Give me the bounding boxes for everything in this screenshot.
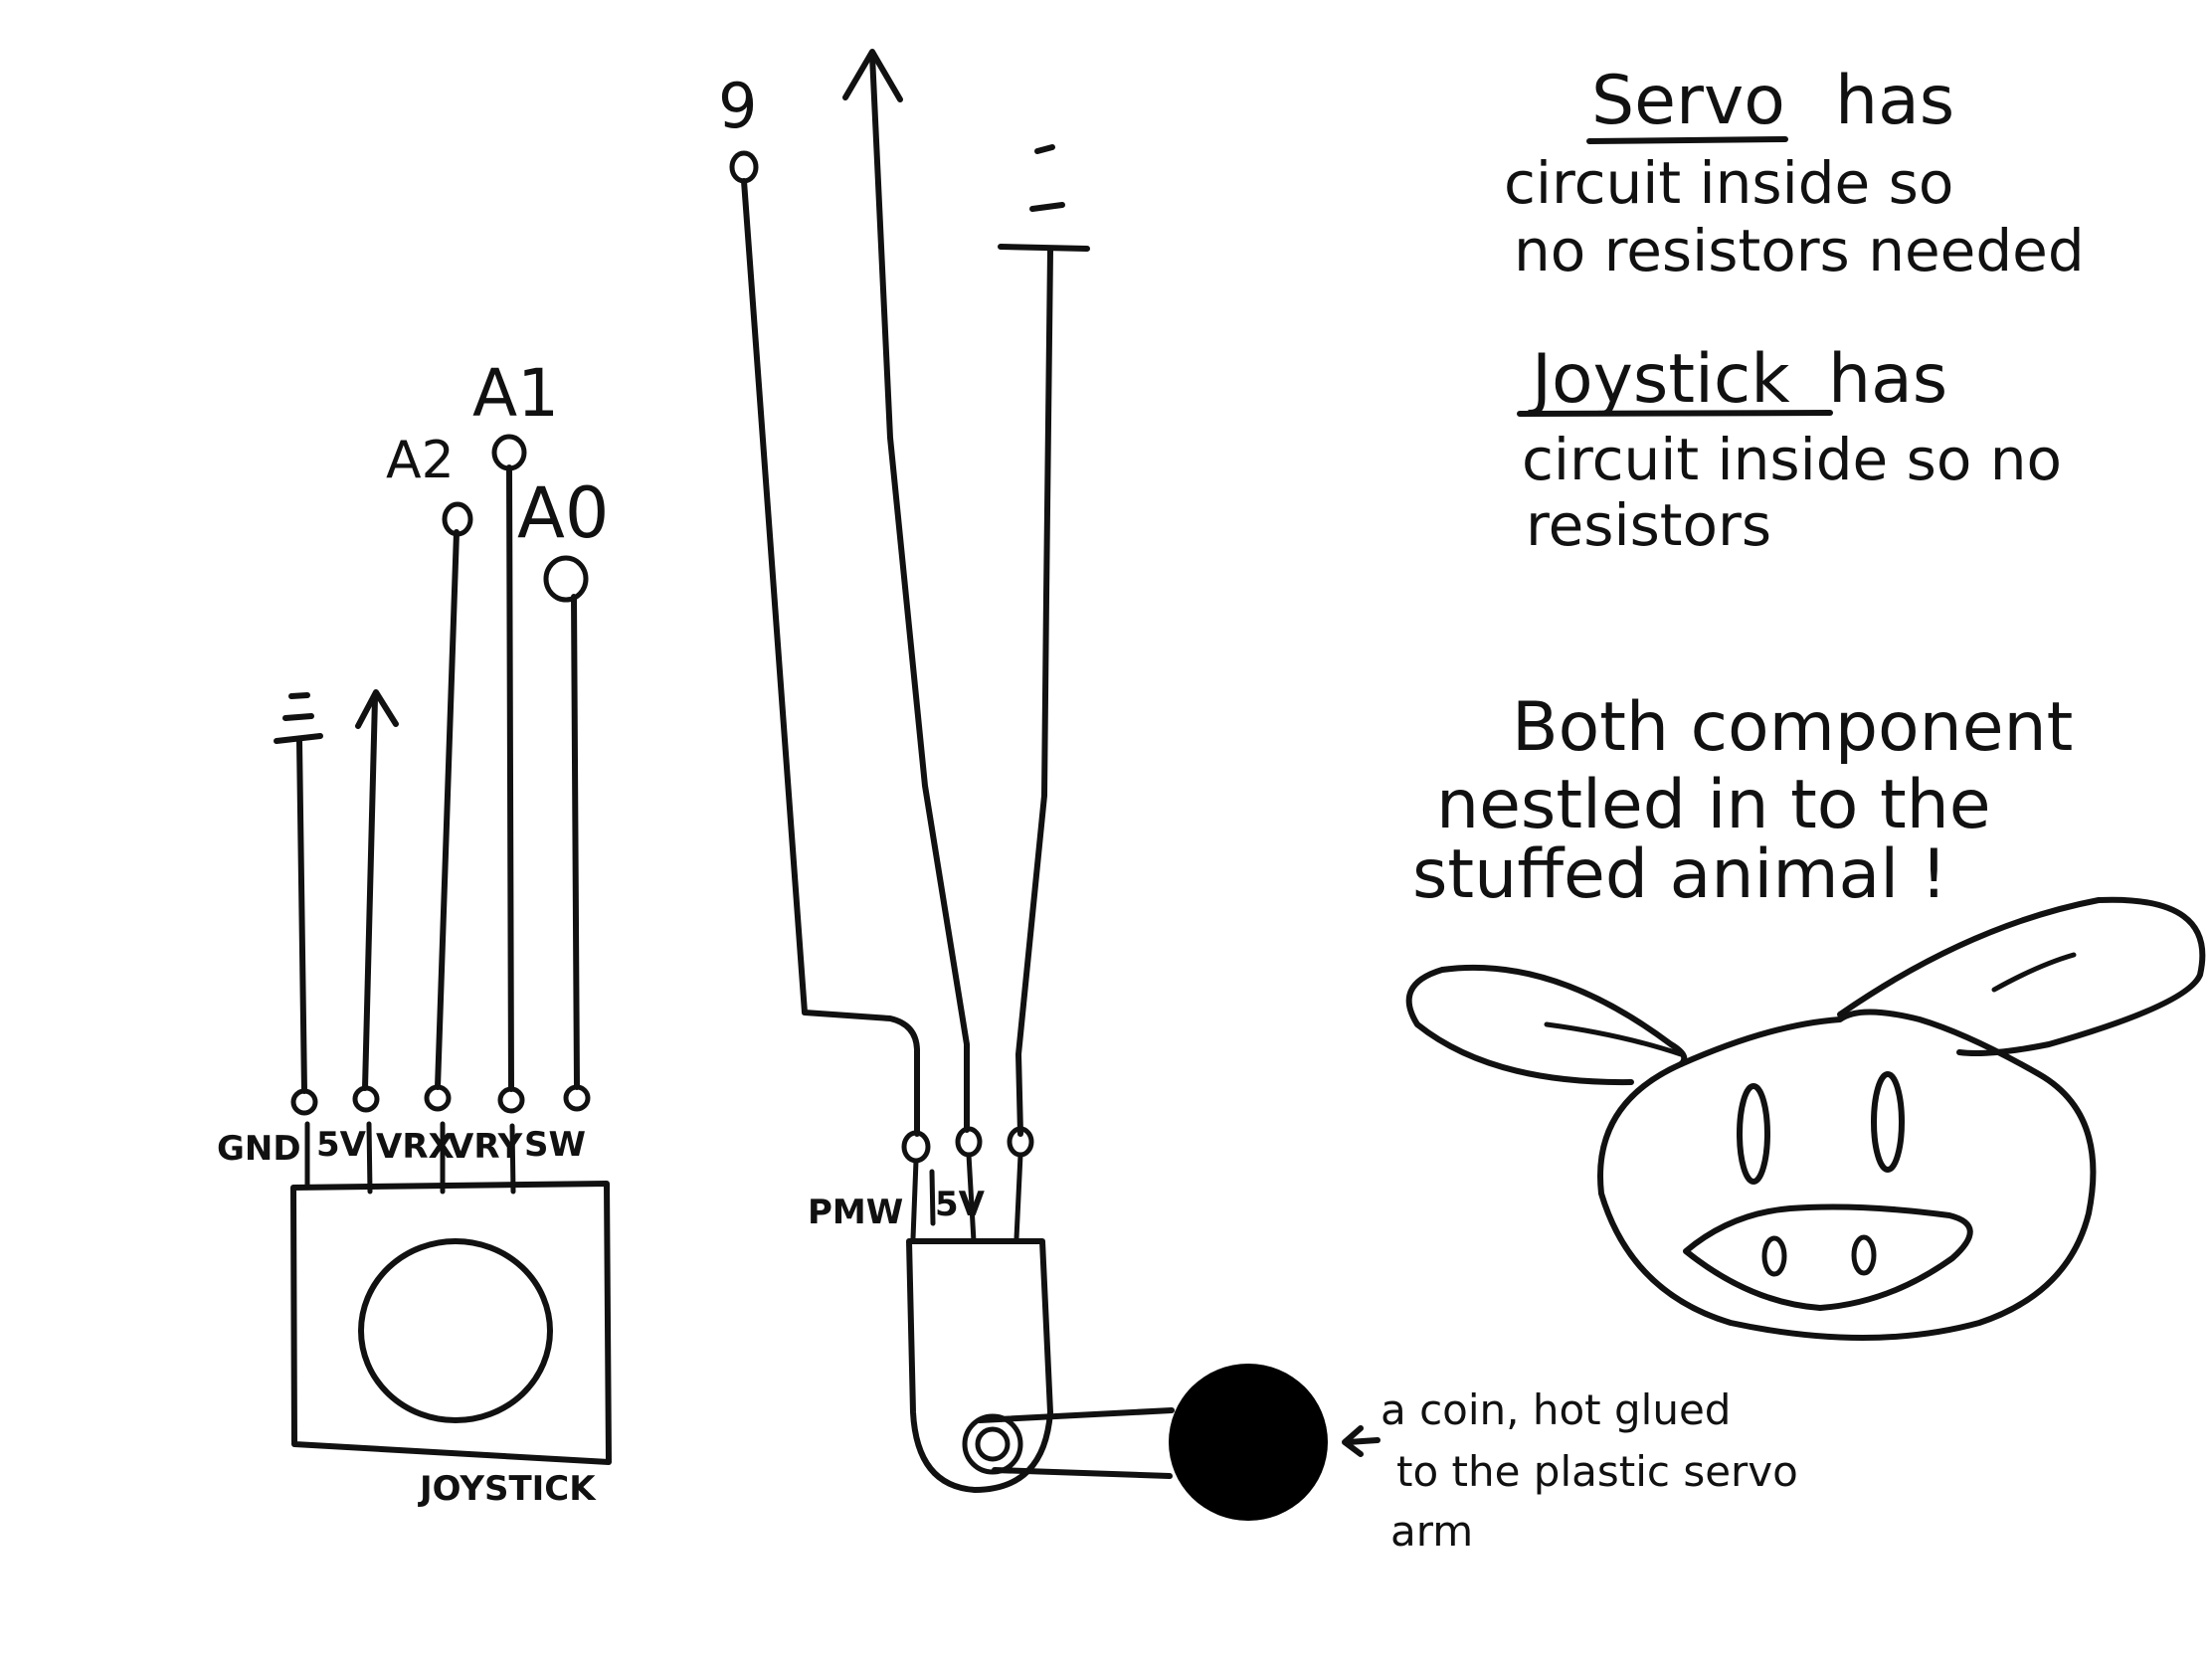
- servo-horn-hub-inner: [975, 1426, 1011, 1462]
- note-joystick-underline: [1517, 410, 1833, 417]
- note-servo-line3: no resistors needed: [1514, 217, 2085, 284]
- servo-signal-terminal: [901, 1130, 931, 1164]
- servo-label-pmw: PMW: [808, 1193, 903, 1232]
- signal-wire: [741, 178, 920, 1137]
- vry-pin-terminal: [497, 1086, 525, 1114]
- coin-pointer-line: [1345, 1437, 1381, 1445]
- joystick-section: GND 5V VRX VRY SW A2 A1 A0 JOYSTICK: [217, 355, 612, 1509]
- a2-terminal: [442, 501, 473, 537]
- pin-separator: [929, 1169, 936, 1226]
- 5v-wire: [362, 695, 378, 1091]
- servo-horn-hub: [962, 1413, 1023, 1475]
- stuffed-animal-drawing: [1405, 896, 2206, 1341]
- servo-lead: [910, 1158, 919, 1241]
- note-servo-line2: circuit inside so: [1504, 149, 1953, 217]
- note-joystick-line2: circuit inside so no: [1522, 426, 2062, 493]
- label-pin-9: 9: [718, 70, 757, 142]
- snout: [1683, 1203, 1973, 1311]
- right-nostril: [1851, 1234, 1877, 1276]
- note-both-line3: stuffed animal !: [1412, 835, 1947, 914]
- a1-terminal: [491, 434, 527, 471]
- servo-label-5v: 5V: [935, 1185, 986, 1224]
- right-ear: [1837, 896, 2206, 1056]
- vrx-pin-terminal: [424, 1084, 452, 1112]
- coin-note-line1: a coin, hot glued: [1381, 1385, 1731, 1434]
- note-servo-underline: [1586, 136, 1788, 144]
- label-a0: A0: [517, 472, 609, 554]
- note-both-line2: nestled in to the: [1436, 766, 1991, 844]
- coin: [1169, 1364, 1328, 1521]
- a0-terminal: [543, 555, 589, 603]
- head: [1597, 1009, 2097, 1341]
- 5v-pin-terminal: [352, 1085, 380, 1113]
- right-eye: [1871, 1071, 1905, 1173]
- joystick-body: [290, 1181, 612, 1465]
- servo-lead: [966, 1152, 977, 1244]
- power-arrow: [842, 49, 903, 102]
- pin-label-vrx: VRX: [376, 1127, 455, 1167]
- ground-symbol: [288, 692, 310, 699]
- right-ear-inner: [1991, 952, 2077, 993]
- joystick-title: JOYSTICK: [418, 1469, 597, 1509]
- pin-separator: [366, 1121, 373, 1195]
- ground-symbol: [1029, 202, 1065, 212]
- ground-symbol: [998, 244, 1090, 252]
- pin-separator: [509, 1123, 516, 1195]
- vrx-wire: [435, 529, 460, 1090]
- servo-section: 9 PMW 5V a c: [718, 49, 1798, 1556]
- coin-note-line3: arm: [1390, 1507, 1473, 1556]
- note-servo-word: Servo: [1591, 62, 1785, 140]
- coin-note-line2: to the plastic servo: [1396, 1447, 1798, 1496]
- left-eye: [1737, 1083, 1770, 1185]
- pin-label-vry: VRY: [448, 1127, 523, 1167]
- 5v-arrow: [355, 689, 399, 729]
- note-joystick-word: Joystick: [1528, 340, 1790, 419]
- servo-lead: [1014, 1152, 1023, 1241]
- sw-wire: [571, 594, 580, 1090]
- servo-arm-bottom: [992, 1467, 1173, 1479]
- notes-section: Servo has circuit inside so no resistors…: [1412, 62, 2085, 914]
- vry-wire: [506, 464, 514, 1092]
- sw-pin-terminal: [563, 1084, 591, 1112]
- pin-9-terminal: [729, 150, 759, 184]
- power-wire: [869, 53, 970, 1133]
- note-servo-has: has: [1835, 62, 1954, 140]
- left-nostril: [1761, 1235, 1787, 1277]
- gnd-wire: [296, 738, 307, 1094]
- note-joystick-line3: resistors: [1526, 491, 1771, 559]
- label-a2: A2: [386, 431, 455, 490]
- left-ear: [1405, 964, 1688, 1086]
- joystick-knob: [358, 1238, 553, 1423]
- ground-symbol: [282, 713, 314, 721]
- left-ear-inner: [1544, 1021, 1684, 1057]
- pin-label-gnd: GND: [217, 1129, 301, 1169]
- coin-pointer-arrow: [1342, 1425, 1364, 1457]
- servo-arm-top: [977, 1407, 1175, 1423]
- label-a1: A1: [472, 355, 559, 432]
- servo-body: [906, 1238, 1053, 1493]
- gnd-pin-terminal: [290, 1088, 318, 1116]
- ground-symbol: [274, 733, 323, 744]
- pin-label-sw: SW: [524, 1125, 586, 1165]
- ground-wire: [1015, 248, 1053, 1137]
- servo-power-terminal: [955, 1126, 983, 1158]
- note-joystick-has: has: [1828, 340, 1947, 419]
- note-both-line1: Both component: [1512, 688, 2073, 767]
- pin-label-5v: 5V: [316, 1125, 367, 1165]
- ground-symbol: [1034, 144, 1055, 154]
